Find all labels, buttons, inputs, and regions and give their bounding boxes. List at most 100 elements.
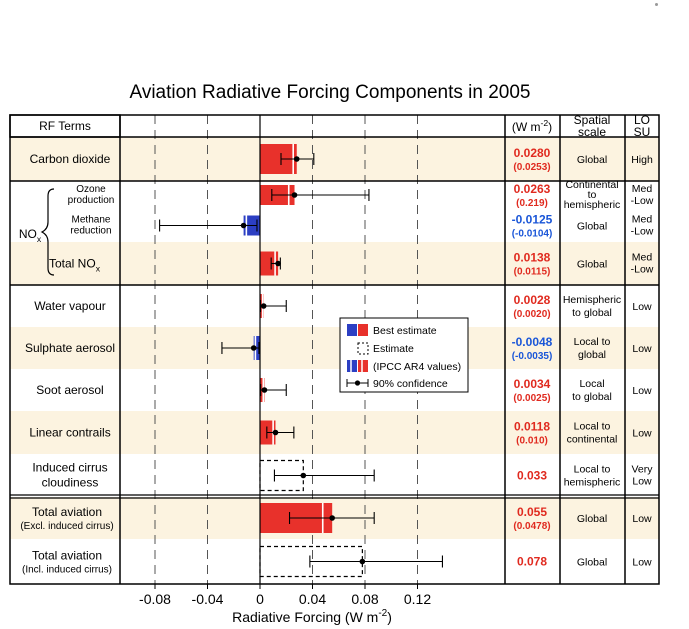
legend-swatch-ar4-negative	[347, 360, 357, 372]
header-losu-line1: LO	[634, 113, 650, 127]
row-losu: Low	[632, 343, 652, 355]
row-spatial: continental	[567, 434, 618, 446]
best-estimate-point	[260, 303, 267, 309]
frame-outer	[9, 114, 660, 585]
row-spatial: Hemispheric	[563, 294, 621, 306]
row-spatial: Local	[579, 378, 604, 390]
row-ar4-value: (0.219)	[516, 198, 548, 209]
x-tick-label: -0.08	[139, 591, 171, 607]
legend-error-point	[354, 380, 361, 386]
row-spatial: global	[578, 349, 606, 361]
row-spatial: Local to	[574, 336, 611, 348]
legend-label: Estimate	[373, 343, 414, 355]
row-label: reduction	[70, 226, 111, 237]
best-estimate-point	[261, 387, 268, 393]
row-losu: Low	[632, 476, 652, 488]
row-ar4-value: (0.0478)	[513, 521, 550, 532]
row-spatial: to	[588, 189, 597, 201]
x-tick-label: 0	[256, 591, 264, 607]
x-tick-label: 0.08	[351, 591, 378, 607]
legend-label: (IPCC AR4 values)	[373, 361, 461, 373]
row-spatial: Global	[577, 513, 607, 525]
x-tick-label: -0.04	[192, 591, 224, 607]
best-estimate-point	[293, 156, 300, 162]
row-value: -0.0048	[512, 335, 553, 349]
row-value: 0.0138	[514, 251, 551, 265]
row-spatial: Global	[577, 557, 607, 569]
row-spatial: Local to	[574, 421, 611, 433]
row-label: Methane	[72, 215, 111, 226]
best-estimate-point	[240, 222, 247, 229]
row-value: 0.0280	[514, 146, 551, 160]
row-value: 0.0118	[514, 420, 550, 434]
row-losu: Med	[632, 214, 653, 226]
row-value: 0.055	[517, 505, 547, 519]
best-estimate-point	[359, 558, 366, 565]
best-estimate-point	[250, 345, 257, 351]
row-losu: Very	[631, 464, 653, 476]
x-axis-label: Radiative Forcing (W m-2)	[232, 608, 392, 625]
legend-label: Best estimate	[373, 325, 437, 337]
row-ar4-value: (-0.0035)	[512, 351, 553, 362]
row-value: 0.0028	[514, 293, 551, 307]
best-estimate-point	[300, 472, 307, 479]
best-estimate-point	[272, 429, 279, 436]
row-shade	[10, 327, 659, 369]
row-ar4-value: (0.0115)	[514, 267, 551, 278]
row-ar4-value: (0.010)	[516, 436, 548, 447]
row-spatial: Continental	[565, 179, 618, 191]
row-label: production	[68, 195, 115, 206]
row-value: 0.078	[517, 555, 547, 569]
best-estimate-point	[275, 260, 281, 267]
row-losu: Low	[632, 385, 652, 397]
bar-estimate	[259, 545, 363, 578]
row-value: 0.033	[517, 469, 547, 483]
legend-swatch-estimate	[357, 342, 369, 355]
header-rf-terms: RF Terms	[39, 119, 91, 133]
legend-swatch-ar4-positive	[358, 360, 368, 372]
row-value: 0.0263	[514, 182, 551, 196]
row-label-note: (Excl. induced cirrus)	[20, 521, 113, 532]
row-ar4-value: (0.0025)	[513, 393, 550, 404]
row-label: Sulphate aerosol	[25, 341, 115, 355]
x-tick-label: 0.12	[404, 591, 431, 607]
row-losu: Low	[632, 301, 652, 313]
row-losu: Low	[632, 557, 652, 569]
legend-swatch-negative	[347, 324, 357, 336]
row-shade	[10, 411, 659, 454]
row-label: Induced cirrus	[32, 461, 107, 475]
chart-title: Aviation Radiative Forcing Components in…	[130, 82, 531, 103]
row-label: Soot aerosol	[36, 383, 103, 397]
corner-dot	[655, 3, 658, 6]
row-spatial: Global	[577, 221, 607, 233]
row-shade	[10, 137, 659, 181]
row-label: Total aviation	[32, 549, 102, 563]
row-label: Linear contrails	[29, 426, 110, 440]
row-losu: -Low	[631, 226, 654, 238]
row-label-note: (Incl. induced cirrus)	[22, 565, 112, 576]
row-spatial: to global	[572, 391, 612, 403]
row-spatial: Global	[577, 259, 607, 271]
header-spatial-line1: Spatial	[574, 113, 611, 127]
row-label: Water vapour	[34, 299, 106, 313]
row-spatial: hemispheric	[564, 199, 621, 211]
x-tick-label: 0.04	[299, 591, 326, 607]
nox-label: NOx	[19, 227, 42, 244]
row-label: Total NOx	[49, 257, 101, 274]
row-spatial: Local to	[574, 464, 611, 476]
row-losu: Low	[632, 428, 652, 440]
row-losu: High	[631, 154, 653, 166]
row-spatial: hemispheric	[564, 477, 621, 489]
bar-best-estimate	[260, 251, 279, 276]
row-label: cloudiness	[42, 476, 99, 490]
row-losu: Med	[632, 183, 653, 195]
row-label: Carbon dioxide	[30, 152, 111, 166]
row-ar4-value: (-0.0104)	[512, 229, 553, 240]
row-losu: Low	[632, 513, 652, 525]
row-ar4-value: (0.0020)	[513, 309, 550, 320]
row-losu: Med	[632, 252, 653, 264]
row-spatial: Global	[577, 154, 607, 166]
best-estimate-point	[329, 515, 335, 521]
row-value: -0.0125	[512, 213, 553, 227]
